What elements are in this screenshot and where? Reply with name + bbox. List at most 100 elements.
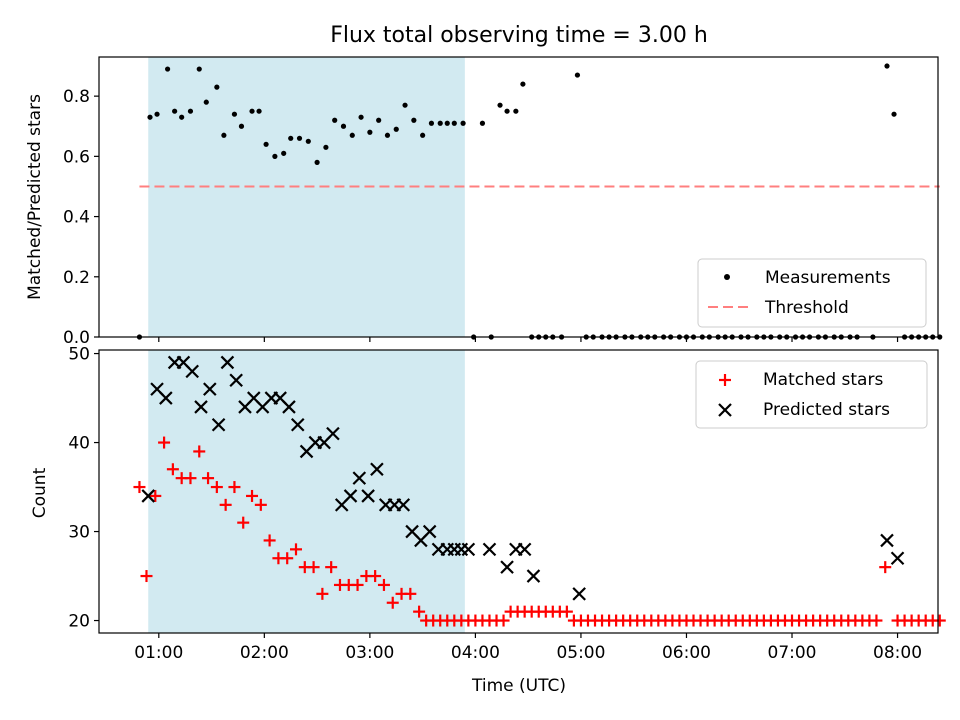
legend-matched-label: Matched stars <box>763 370 883 390</box>
measurement-point <box>203 99 209 105</box>
x-tick-label: 05:00 <box>556 643 605 663</box>
measurement-point <box>323 144 329 150</box>
predicted-star-point <box>482 542 497 557</box>
legend-measurements-marker <box>724 274 730 280</box>
measurement-point <box>221 132 227 138</box>
measurement-point <box>497 102 503 108</box>
predicted-star-point <box>194 400 208 414</box>
matched-star-point <box>560 605 573 618</box>
matched-star-point <box>325 561 338 574</box>
matched-star-point <box>933 614 946 627</box>
x-axis-label: Time (UTC) <box>471 676 566 696</box>
predicted-star-point <box>229 373 243 388</box>
measurement-point <box>231 111 238 117</box>
matched-star-point <box>158 436 171 449</box>
measurement-point <box>513 108 519 114</box>
top-chart-title: Flux total observing time = 3.00 h <box>330 23 708 48</box>
matched-star-point <box>281 552 294 565</box>
matched-star-point <box>870 614 883 627</box>
predicted-star-point <box>500 560 514 574</box>
predicted-star-point <box>343 489 358 503</box>
predicted-star-point <box>370 462 384 477</box>
top-y-tick-label: 0.6 <box>63 147 90 167</box>
bottom-y-axis-label: Count <box>30 467 50 518</box>
ratio-panel: 0.00.20.40.60.8 Matched/Predicted stars … <box>25 56 943 348</box>
matched-star-point <box>289 543 302 556</box>
measurement-point <box>574 72 581 78</box>
predicted-star-point <box>517 542 532 557</box>
measurement-point <box>164 66 171 72</box>
matched-stars-points <box>133 436 946 627</box>
x-tick-label: 04:00 <box>451 643 500 663</box>
measurement-point <box>179 114 185 120</box>
matched-star-point <box>237 516 250 529</box>
legend-matched-marker <box>719 374 731 386</box>
measurement-point <box>520 81 526 87</box>
bottom-y-tick-label: 50 <box>68 345 90 365</box>
legend-threshold-label: Threshold <box>764 298 849 318</box>
measurement-point <box>891 111 897 117</box>
matched-star-point <box>246 489 259 502</box>
predicted-star-point <box>361 489 375 503</box>
measurement-point <box>479 120 486 126</box>
predicted-star-point <box>282 400 296 414</box>
bottom-y-ticks: 20 30 40 50 <box>68 345 99 632</box>
legend-measurements-label: Measurements <box>765 268 891 288</box>
top-x-ticks <box>158 337 899 342</box>
bottom-y-tick-label: 30 <box>68 523 90 543</box>
predicted-star-point <box>220 355 235 370</box>
bottom-x-ticks: 01:00 02:00 03:00 04:00 05:00 06:00 07:00 08:00 <box>134 633 922 663</box>
top-axes-frame <box>98 56 939 338</box>
top-y-ticks: 0.0 0.2 0.4 0.6 0.8 <box>63 87 99 348</box>
legend-predicted-marker <box>718 403 732 417</box>
x-tick-label: 01:00 <box>134 643 183 663</box>
measurement-point <box>314 159 320 165</box>
predicted-star-point <box>422 524 437 539</box>
bottom-y-tick-label: 40 <box>68 434 90 454</box>
bottom-y-tick-label: 20 <box>68 612 90 632</box>
predicted-star-point <box>526 569 541 583</box>
measurement-point <box>384 132 391 138</box>
matched-star-point <box>351 578 364 591</box>
measurement-point <box>332 117 338 123</box>
predicted-star-point <box>572 587 586 601</box>
matched-star-point <box>316 587 329 600</box>
matched-star-point <box>184 472 197 485</box>
predicted-star-point <box>461 542 476 557</box>
measurement-point <box>393 126 399 132</box>
matched-star-point <box>254 498 267 511</box>
x-tick-label: 07:00 <box>768 643 817 663</box>
measurement-point <box>460 120 466 126</box>
measurement-point <box>256 108 262 114</box>
matched-star-point <box>228 481 241 494</box>
measurement-point <box>451 120 457 126</box>
matched-star-point <box>149 489 162 502</box>
matched-star-point <box>166 463 179 476</box>
bottom-legend: Matched stars Predicted stars <box>695 360 928 429</box>
top-y-tick-label: 0.0 <box>63 328 90 348</box>
measurement-point <box>154 111 160 117</box>
matched-star-point <box>307 561 320 574</box>
predicted-stars-points <box>141 355 905 601</box>
measurement-point <box>367 129 373 135</box>
matched-star-point <box>369 570 382 583</box>
top-y-tick-label: 0.8 <box>63 87 90 107</box>
observing-window-shade-bottom <box>148 350 465 633</box>
top-y-tick-label: 0.2 <box>63 268 90 288</box>
predicted-star-point <box>211 417 226 432</box>
predicted-star-point <box>890 551 905 566</box>
measurement-point <box>281 150 287 156</box>
top-y-axis-label: Matched/Predicted stars <box>25 94 45 300</box>
matched-star-point <box>413 605 426 618</box>
legend-predicted-label: Predicted stars <box>763 400 890 420</box>
measurement-point <box>376 117 382 123</box>
matched-star-point <box>377 578 390 591</box>
predicted-star-point <box>185 364 200 379</box>
matched-star-point <box>133 481 146 494</box>
measurement-point <box>288 135 294 141</box>
measurement-point <box>172 108 178 114</box>
predicted-star-point <box>396 498 411 512</box>
measurement-point <box>444 120 450 126</box>
